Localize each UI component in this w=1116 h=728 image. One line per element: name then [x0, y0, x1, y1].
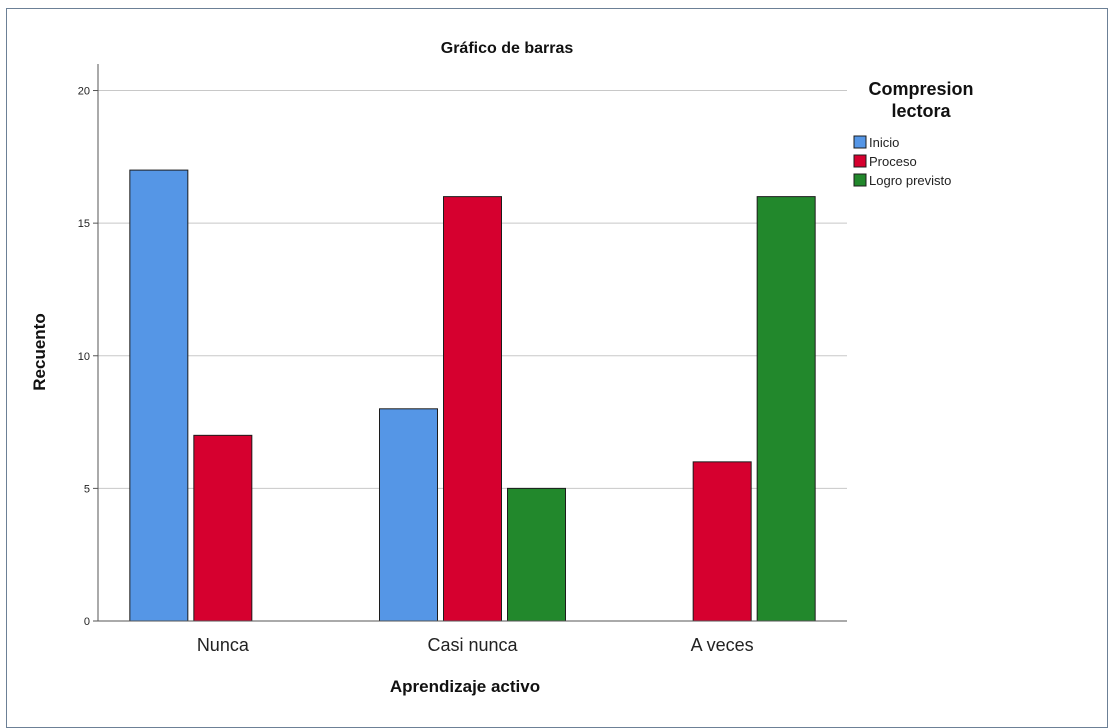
- legend-title-line-1: Compresion: [868, 79, 973, 99]
- chart-title: Gráfico de barras: [441, 40, 574, 57]
- legend-swatch: [853, 173, 867, 187]
- bar-chart: Gráfico de barras 0 5 10 15 20 Nunca Casi nun…: [30, 40, 974, 696]
- y-tick-label: 20: [78, 86, 90, 98]
- x-axis-title: Aprendizaje activo: [390, 677, 540, 696]
- x-tick-label: A veces: [691, 635, 754, 655]
- legend-title-line-2: lectora: [891, 101, 951, 121]
- bar-logro-previsto: [507, 487, 566, 622]
- bar-logro-previsto: [756, 196, 816, 622]
- y-tick-label: 10: [78, 351, 90, 363]
- legend: Compresion lectora Inicio Proceso Logro pr…: [853, 79, 974, 188]
- bar-proceso: [443, 196, 502, 622]
- bar-proceso: [692, 461, 752, 622]
- legend-swatch: [853, 154, 867, 168]
- legend-label: Inicio: [869, 135, 899, 150]
- y-tick-label: 5: [84, 483, 90, 495]
- y-tick-label: 15: [78, 218, 90, 230]
- y-tick-labels: 0 5 10 15 20: [78, 86, 90, 628]
- x-tick-label: Nunca: [197, 635, 250, 655]
- x-tick-label: Casi nunca: [427, 635, 518, 655]
- axes: [97, 64, 847, 622]
- legend-label: Proceso: [869, 154, 917, 169]
- chart-frame: Gráfico de barras 0 5 10 15 20 Nunca Casi nun…: [6, 8, 1108, 728]
- x-tick-labels: Nunca Casi nunca A veces: [197, 635, 754, 655]
- y-tick-label: 0: [84, 616, 90, 628]
- bar-inicio: [379, 408, 438, 622]
- bars: [129, 169, 816, 622]
- bar-inicio: [129, 169, 189, 622]
- bar-proceso: [193, 434, 253, 622]
- y-axis-title: Recuento: [30, 313, 49, 390]
- legend-label: Logro previsto: [869, 173, 951, 188]
- legend-swatch: [853, 135, 867, 149]
